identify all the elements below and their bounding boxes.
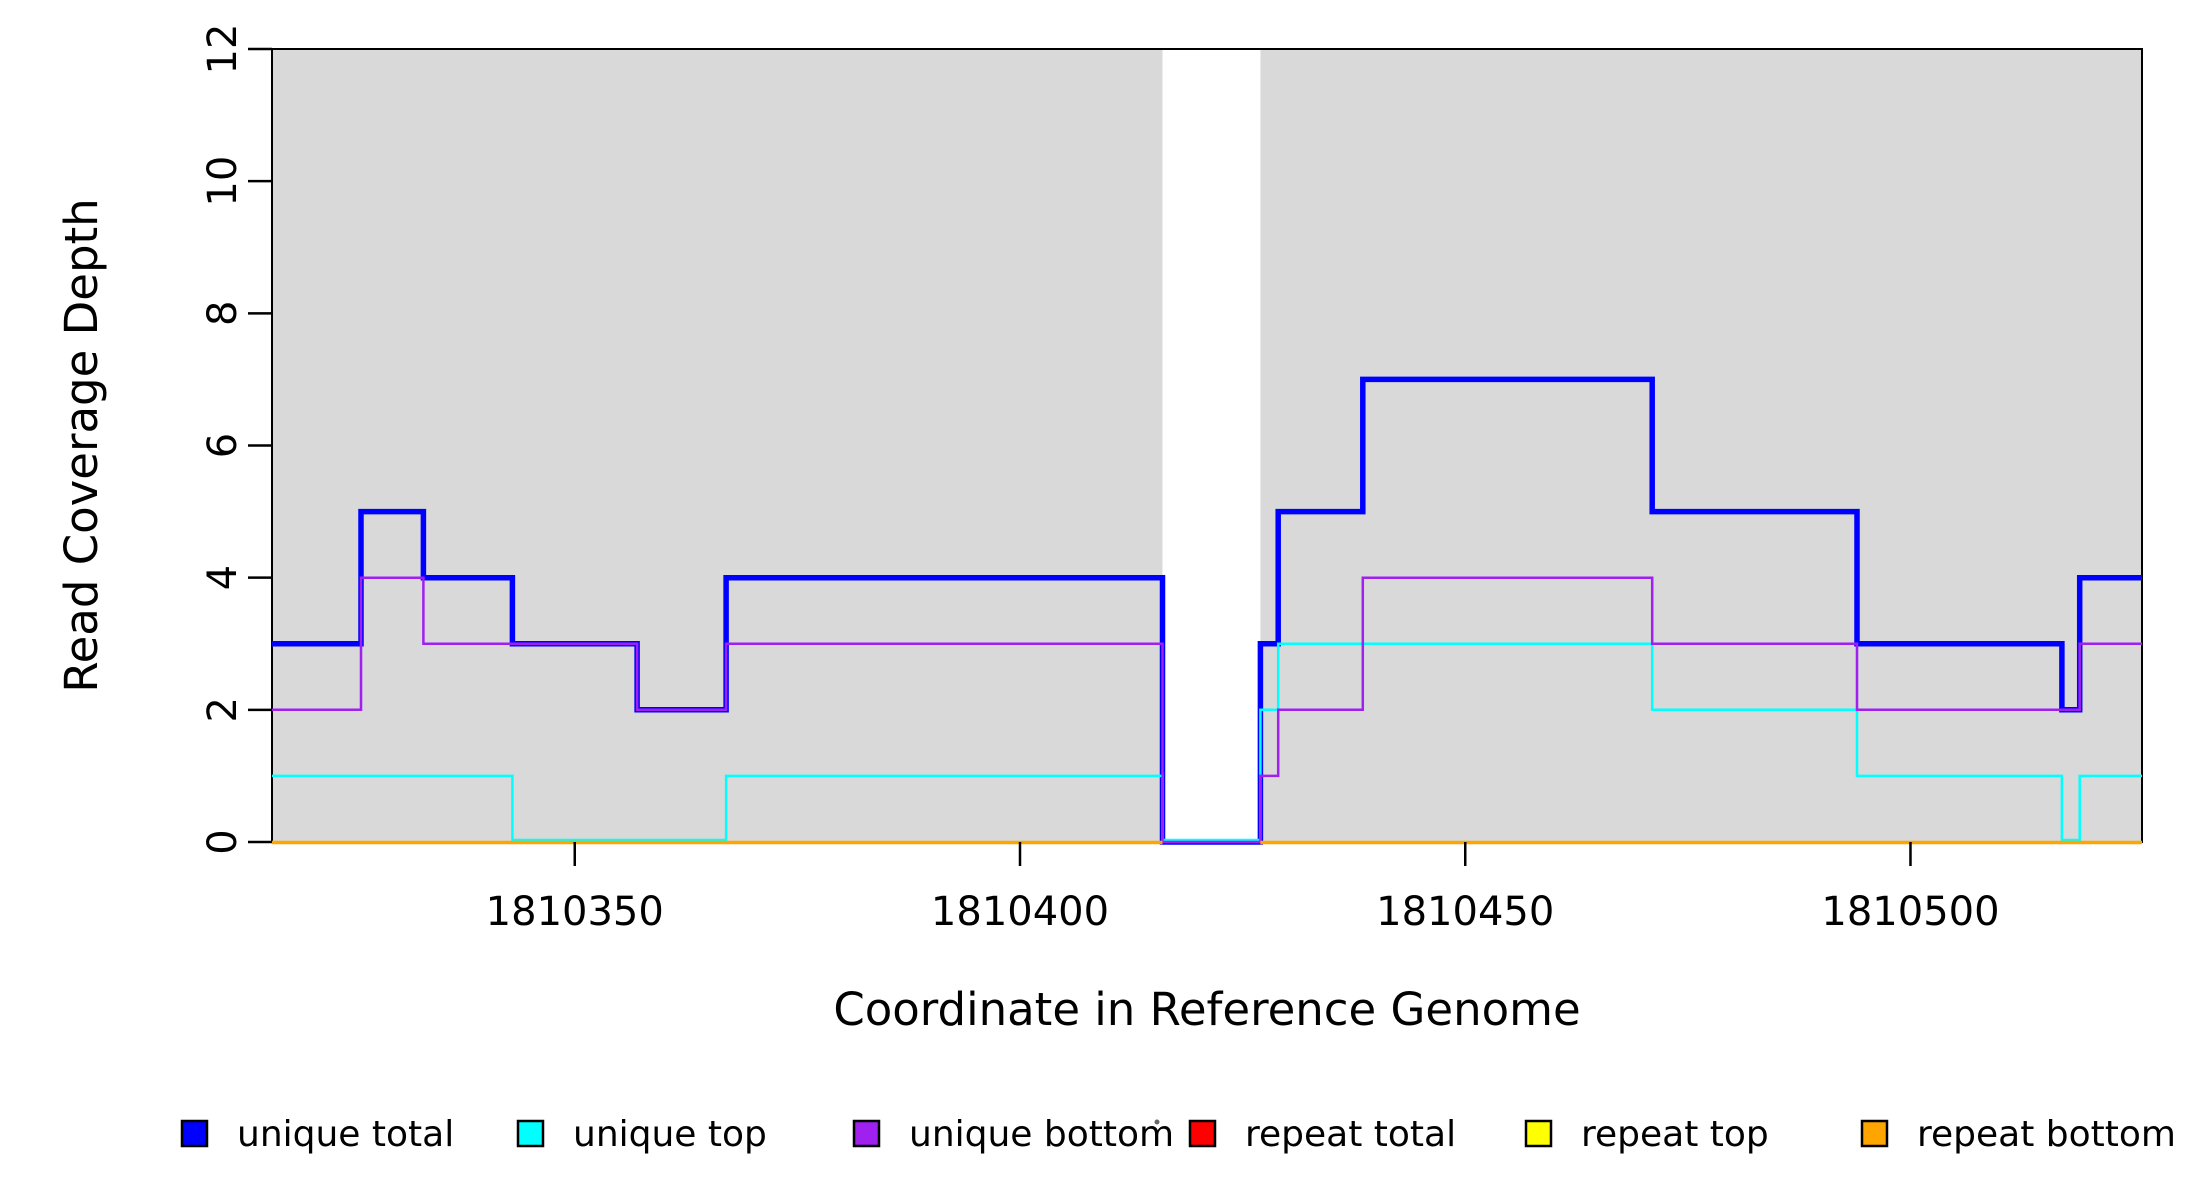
y-axis-tick-label: 0 <box>200 829 246 854</box>
legend-item-unique-bottom: unique bottom <box>852 1114 1174 1155</box>
series-unique-bottom-line-0 <box>272 576 2142 844</box>
shaded-region-1 <box>1260 49 2142 842</box>
legend-swatch-unique-bottom <box>852 1119 881 1148</box>
x-axis-title: Coordinate in Reference Genome <box>833 983 1580 1036</box>
x-axis-tick-label: 1810400 <box>931 889 1109 935</box>
legend-item-unique-top: unique top <box>516 1114 767 1155</box>
x-axis-tick-label: 1810350 <box>486 889 664 935</box>
legend-item-repeat-bottom: repeat bottom <box>1860 1114 2176 1155</box>
legend-label: repeat total <box>1245 1114 1456 1155</box>
x-axis-tick-label: 1810450 <box>1376 889 1554 935</box>
legend-swatch-repeat-bottom <box>1860 1119 1889 1148</box>
y-axis-tick-label: 12 <box>200 24 246 75</box>
legend-label: repeat top <box>1581 1114 1769 1155</box>
x-axis-tick-label: 1810500 <box>1821 889 1999 935</box>
legend-item-repeat-total: repeat total <box>1188 1114 1456 1155</box>
legend-swatch-repeat-total <box>1188 1119 1217 1148</box>
y-axis-tick-label: 8 <box>200 301 246 326</box>
y-axis-tick-label: 10 <box>200 156 246 207</box>
y-axis-tick-label: 6 <box>200 433 246 458</box>
shaded-region-0 <box>272 49 1163 842</box>
legend-label: unique bottom <box>909 1114 1174 1155</box>
legend-swatch-unique-total <box>180 1119 209 1148</box>
legend-swatch-unique-top <box>516 1119 545 1148</box>
legend-item-repeat-top: repeat top <box>1524 1114 1769 1155</box>
series-unique-top-line-0 <box>272 642 2142 842</box>
legend-label: unique top <box>573 1114 767 1155</box>
legend-item-unique-total: unique total <box>180 1114 454 1155</box>
y-axis-tick-label: 4 <box>200 565 246 590</box>
legend-label: repeat bottom <box>1917 1114 2176 1155</box>
legend-swatch-repeat-top <box>1524 1119 1553 1148</box>
legend-label: unique total <box>237 1114 454 1155</box>
stray-mark <box>1154 1119 1160 1125</box>
y-axis-title: Read Coverage Depth <box>55 198 108 692</box>
y-axis-tick-label: 2 <box>200 697 246 722</box>
